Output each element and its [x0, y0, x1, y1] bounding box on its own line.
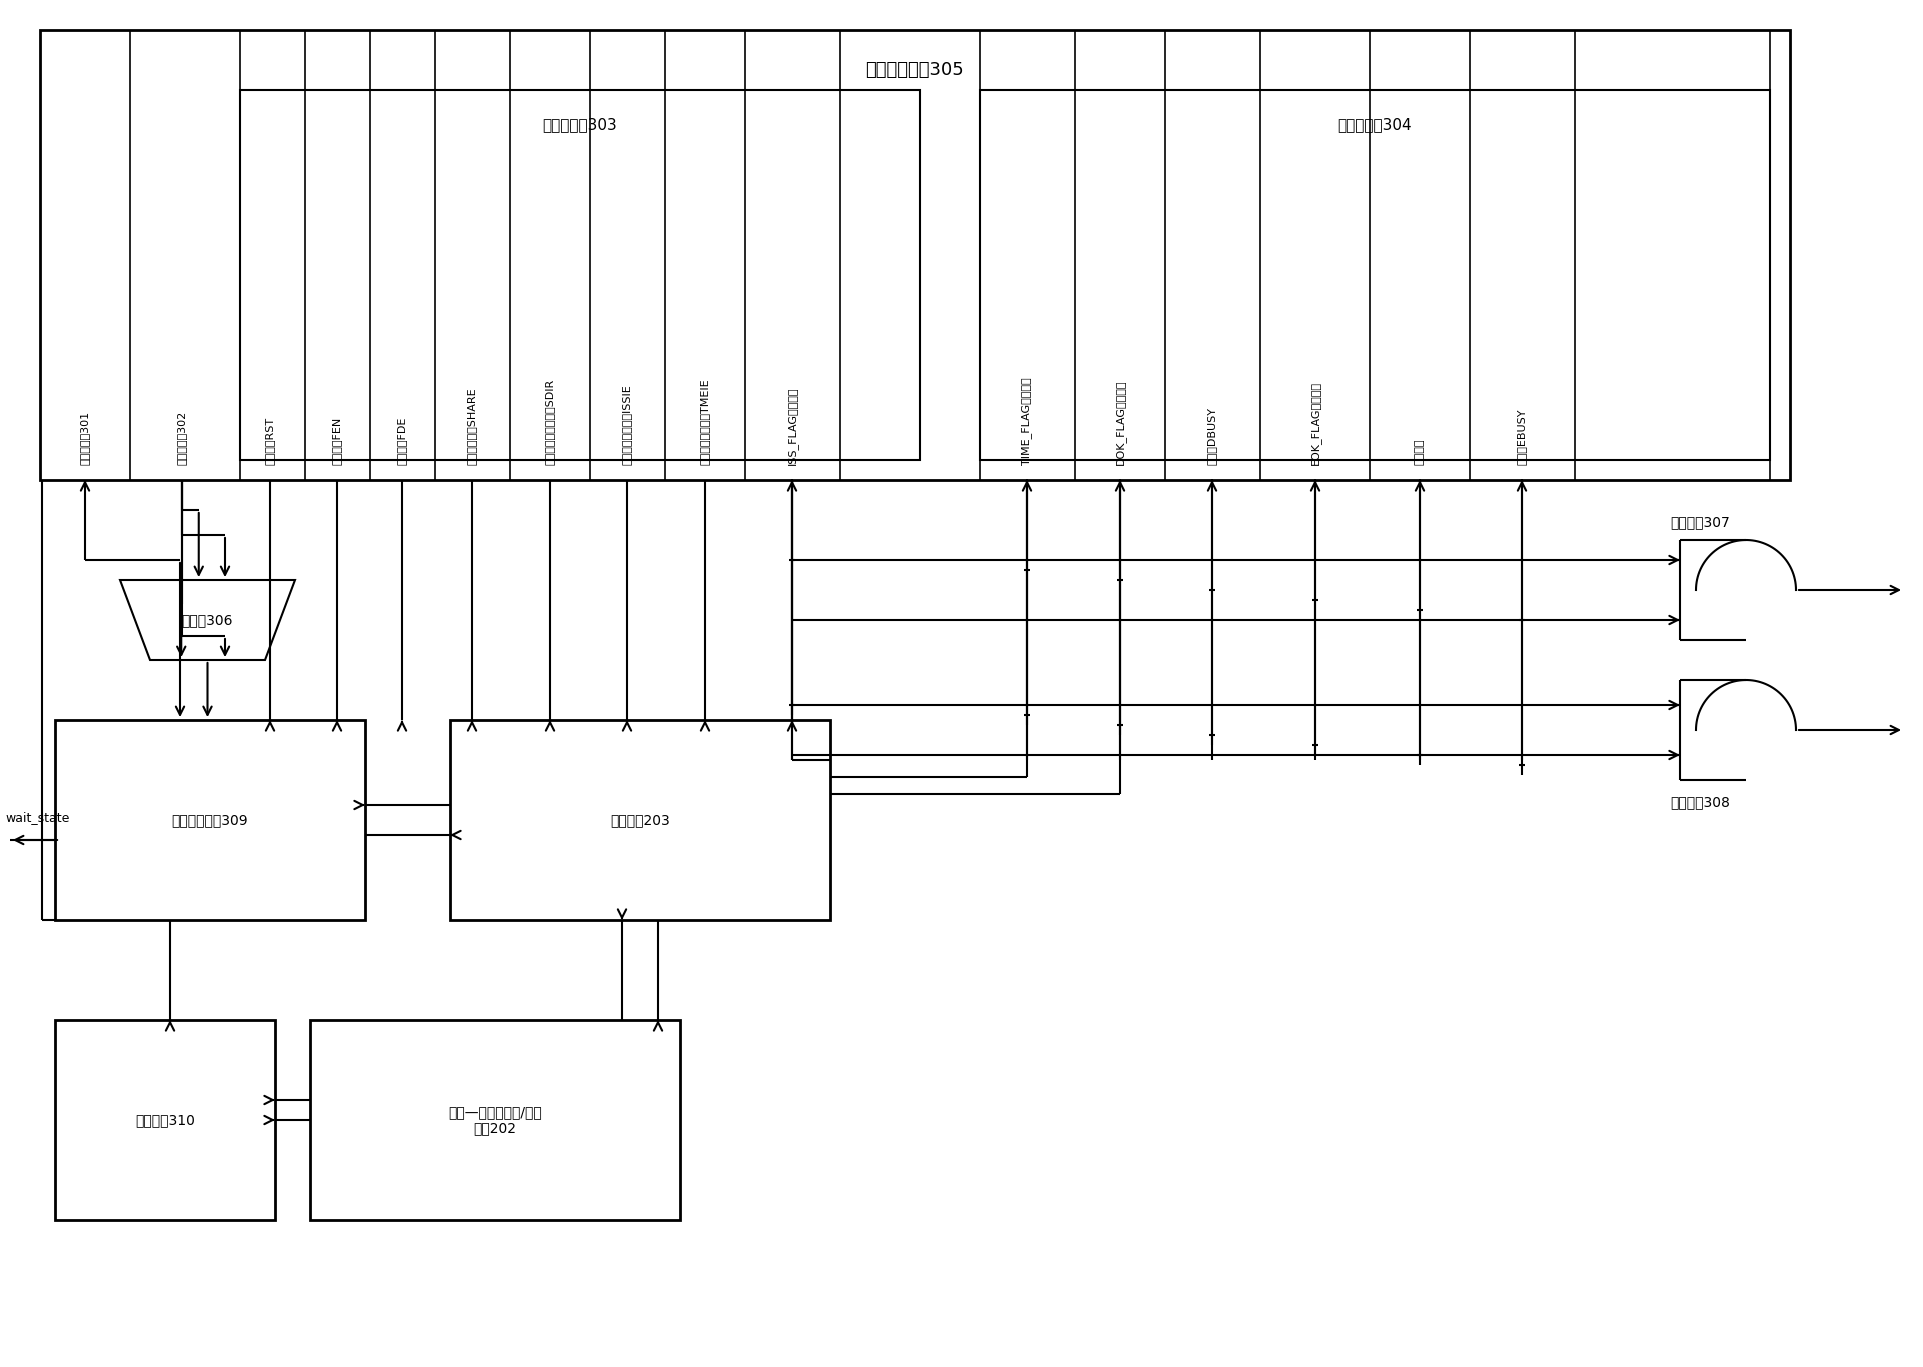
- Text: 强制复位RST: 强制复位RST: [265, 417, 275, 465]
- Text: DOK_FLAG解码成功: DOK_FLAG解码成功: [1113, 380, 1125, 465]
- Text: 强制解码FDE: 强制解码FDE: [396, 417, 408, 465]
- Bar: [40, 30, 1788, 480]
- Text: 解码异常中断使能TMEIE: 解码异常中断使能TMEIE: [700, 379, 710, 465]
- Text: 解码忧DBUSY: 解码忧DBUSY: [1206, 407, 1217, 465]
- Text: 编码成功: 编码成功: [1413, 439, 1425, 465]
- Bar: [240, 90, 919, 461]
- Text: 编码寄存器301: 编码寄存器301: [81, 411, 90, 465]
- Text: EOK_FLAG编码成功: EOK_FLAG编码成功: [1310, 381, 1319, 465]
- Text: 理德—所罗门码编/解码
模块202: 理德—所罗门码编/解码 模块202: [448, 1105, 542, 1135]
- Text: 控制寄存器303: 控制寄存器303: [542, 118, 617, 133]
- Text: 纠错逻辑310: 纠错逻辑310: [135, 1113, 194, 1126]
- Text: 解码寄存器302: 解码寄存器302: [177, 410, 187, 465]
- Text: 第一与门307: 第一与门307: [1669, 515, 1729, 529]
- Text: 复用模式选择SHARE: 复用模式选择SHARE: [467, 387, 477, 465]
- Text: 数据分割逻辑309: 数据分割逻辑309: [171, 813, 248, 827]
- Text: 复用寄存器工作模式SDIR: 复用寄存器工作模式SDIR: [544, 379, 554, 465]
- Bar: [56, 720, 365, 920]
- Polygon shape: [119, 580, 294, 660]
- Text: 控制模块203: 控制模块203: [610, 813, 669, 827]
- Text: 接口寄存器组305: 接口寄存器组305: [865, 62, 963, 79]
- Text: 选通器306: 选通器306: [181, 612, 233, 627]
- Text: 系统异常中断使能ISSIE: 系统异常中断使能ISSIE: [621, 384, 631, 465]
- Text: 强制编码FEN: 强制编码FEN: [333, 417, 342, 465]
- Bar: [979, 90, 1769, 461]
- Bar: [56, 1020, 275, 1219]
- Text: TIME_FLAG解码异常: TIME_FLAG解码异常: [1021, 377, 1033, 465]
- Bar: [450, 720, 829, 920]
- Text: wait_state: wait_state: [6, 812, 69, 824]
- Text: ISS_FLAG系统异常: ISS_FLAG系统异常: [787, 387, 796, 465]
- Text: 第二与门308: 第二与门308: [1669, 796, 1729, 809]
- Bar: [310, 1020, 679, 1219]
- Text: 编码忧EBUSY: 编码忧EBUSY: [1515, 409, 1527, 465]
- Text: 状态寄存器304: 状态寄存器304: [1336, 118, 1411, 133]
